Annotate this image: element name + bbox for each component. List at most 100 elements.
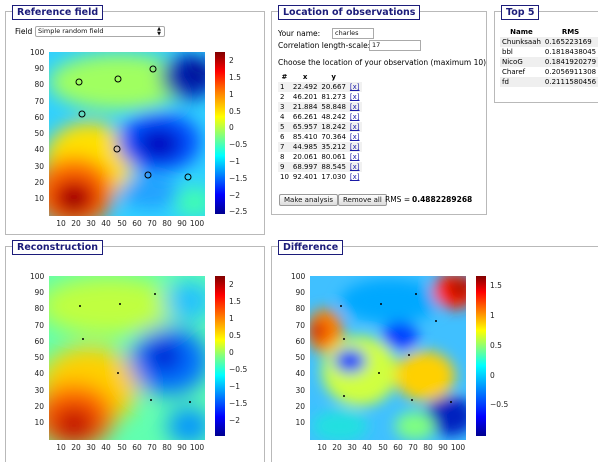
y-tick: 70 [34, 321, 44, 330]
y-tick: 90 [295, 288, 305, 297]
obs-y: 17.030 [321, 173, 346, 181]
remove-observation-link[interactable]: [x] [349, 133, 360, 141]
obs-y: 20.667 [319, 82, 348, 92]
colorbar-label: 0 [490, 371, 495, 380]
y-tick: 40 [34, 145, 44, 154]
x-tick: 80 [162, 443, 172, 452]
table-row: 3 21.884 58.848 [x] [278, 102, 362, 112]
colorbar-label: 2 [229, 56, 234, 65]
y-tick: 80 [34, 304, 44, 313]
colorbar-label: 1 [229, 314, 234, 323]
y-tick: 20 [34, 402, 44, 411]
observations-table: # x y 1 22.492 20.667 [x] 2 46.201 81.27… [278, 72, 362, 182]
leader-name: Charef [502, 68, 526, 76]
table-row: Chunksaah 0.165223169 [500, 37, 598, 47]
reference-plot[interactable] [49, 52, 205, 216]
field-select[interactable]: Simple random field ▲ ▼ [35, 26, 165, 37]
leader-rms: 0.165223169 [542, 37, 598, 47]
difference-colorbar [476, 276, 486, 436]
remove-observation-link[interactable]: [x] [349, 103, 360, 111]
x-tick: 10 [56, 443, 66, 452]
colorbar-label: −2.5 [229, 207, 248, 216]
table-header-row: Name RMS [500, 27, 598, 37]
obs-y: 81.273 [321, 93, 346, 101]
row-index: 9 [278, 162, 291, 172]
table-row: 8 20.061 80.061 [x] [278, 152, 362, 162]
make-analysis-button[interactable]: Make analysis [279, 194, 339, 206]
correlation-input[interactable]: 17 [369, 40, 421, 51]
row-index: 7 [278, 142, 291, 152]
table-row: 5 65.957 18.242 [x] [278, 122, 362, 132]
correlation-label: Correlation length-scale: [278, 41, 371, 50]
row-index: 6 [280, 133, 285, 141]
remove-observation-link[interactable]: [x] [349, 113, 360, 121]
colorbar-label: −0.5 [229, 365, 248, 374]
x-tick: 30 [86, 443, 96, 452]
y-tick: 60 [295, 337, 305, 346]
y-tick: 50 [34, 129, 44, 138]
difference-panel: Difference [271, 240, 598, 462]
remove-observation-link[interactable]: [x] [349, 123, 360, 131]
table-row: fd 0.2111580456 [500, 77, 598, 87]
obs-y: 70.364 [321, 133, 346, 141]
obs-x: 46.201 [292, 93, 318, 101]
leader-rms: 0.1818438045 [544, 48, 597, 56]
table-row: 10 92.401 17.030 [x] [278, 172, 362, 182]
y-tick: 20 [34, 178, 44, 187]
remove-observation-link[interactable]: [x] [349, 143, 360, 151]
x-tick: 80 [162, 219, 172, 228]
remove-all-button[interactable]: Remove all [338, 194, 387, 206]
colorbar-label: −1.5 [229, 399, 248, 408]
colorbar-label: −2 [229, 416, 241, 425]
x-tick: 70 [408, 443, 418, 452]
colorbar-label: 2 [229, 280, 234, 289]
colorbar-label: −2 [229, 191, 241, 200]
x-tick: 60 [132, 219, 142, 228]
x-tick: 50 [378, 443, 388, 452]
colorbar-label: 0.5 [229, 107, 241, 116]
obs-x: 85.410 [292, 133, 318, 141]
top5-table: Name RMS Chunksaah 0.165223169 bbl 0.181… [500, 27, 598, 87]
name-input[interactable]: charles [332, 28, 374, 39]
table-row: 4 66.261 48.242 [x] [278, 112, 362, 122]
x-tick: 40 [362, 443, 372, 452]
obs-x: 68.997 [290, 162, 320, 172]
row-index: 1 [278, 82, 291, 92]
y-tick: 70 [34, 97, 44, 106]
remove-observation-link[interactable]: [x] [349, 83, 360, 91]
reference-heatmap[interactable] [49, 52, 205, 216]
select-arrows-icon: ▲ ▼ [157, 26, 161, 37]
rms-label: RMS = [385, 195, 411, 204]
name-label: Your name: [278, 29, 321, 38]
column-header: x [302, 73, 308, 81]
y-tick: 60 [34, 337, 44, 346]
table-row: 7 44.985 35.212 [x] [278, 142, 362, 152]
obs-y: 18.242 [319, 122, 348, 132]
row-index: 4 [280, 113, 285, 121]
y-tick: 70 [295, 321, 305, 330]
colorbar-label: 1 [490, 311, 495, 320]
y-tick: 20 [295, 402, 305, 411]
x-tick: 100 [189, 219, 205, 228]
table-row: Charef 0.2056911308 [500, 67, 598, 77]
obs-y: 88.545 [319, 162, 348, 172]
leader-rms: 0.1841920279 [542, 57, 598, 67]
remove-observation-link[interactable]: [x] [349, 93, 360, 101]
x-tick: 100 [189, 443, 205, 452]
row-index: 8 [280, 153, 285, 161]
remove-observation-link[interactable]: [x] [349, 153, 360, 161]
obs-y: 48.242 [321, 113, 346, 121]
x-tick: 10 [317, 443, 327, 452]
field-label: Field [15, 27, 33, 36]
colorbar-label: 1.5 [490, 281, 502, 290]
reference-field-legend: Reference field [12, 5, 104, 20]
y-tick: 60 [34, 113, 44, 122]
leader-name: NicoG [500, 57, 543, 67]
obs-x: 65.957 [290, 122, 320, 132]
y-tick: 40 [34, 369, 44, 378]
remove-observation-link[interactable]: [x] [349, 173, 360, 181]
location-panel: Location of observations Your name: char… [271, 5, 487, 215]
leader-rms: 0.2056911308 [544, 68, 597, 76]
y-tick: 90 [34, 64, 44, 73]
remove-observation-link[interactable]: [x] [349, 163, 360, 171]
